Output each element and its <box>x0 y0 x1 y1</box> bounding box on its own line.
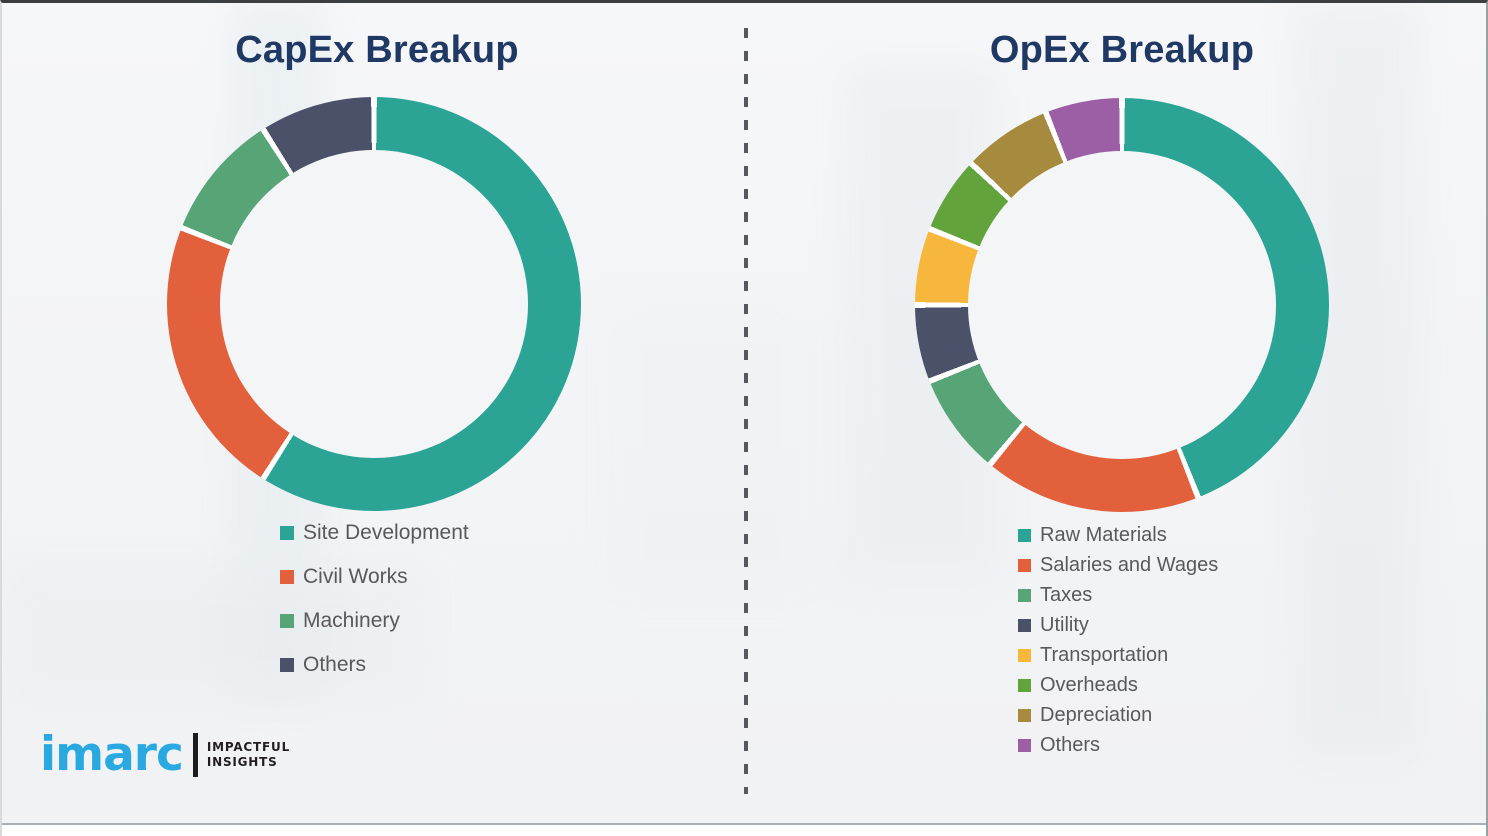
legend-item: Overheads <box>1018 670 1218 700</box>
capex-donut-chart <box>167 97 581 511</box>
legend-swatch <box>280 570 294 584</box>
legend-swatch <box>1018 648 1031 662</box>
legend-label: Depreciation <box>1040 703 1153 726</box>
bottom-margin-strip <box>2 825 1486 836</box>
vertical-dashed-divider <box>744 28 748 794</box>
legend-label: Site Development <box>303 521 469 544</box>
background-texture <box>602 303 822 603</box>
legend-label: Raw Materials <box>1040 523 1167 546</box>
legend-swatch <box>1018 678 1031 692</box>
logo-divider-bar <box>192 732 198 777</box>
legend-swatch <box>280 526 294 540</box>
legend-item: Utility <box>1018 610 1218 640</box>
legend-label: Transportation <box>1040 643 1169 666</box>
imarc-logo: imarc IMPACTFUL INSIGHTS <box>40 731 290 778</box>
legend-item: Raw Materials <box>1018 520 1218 550</box>
legend-item: Others <box>280 643 469 687</box>
tagline-line-1: IMPACTFUL <box>206 739 291 754</box>
legend-item: Others <box>1018 730 1218 760</box>
bottom-border-line <box>2 823 1486 825</box>
capex-chart-title: CapEx Breakup <box>235 29 519 71</box>
legend-swatch <box>1018 708 1031 722</box>
legend-label: Civil Works <box>303 565 408 588</box>
legend-item: Depreciation <box>1018 700 1218 730</box>
legend-swatch <box>1018 618 1031 632</box>
imarc-tagline: IMPACTFUL INSIGHTS <box>207 740 290 770</box>
legend-item: Site Development <box>280 511 469 555</box>
legend-swatch <box>1018 528 1031 542</box>
tagline-line-2: INSIGHTS <box>206 754 278 769</box>
legend-item: Salaries and Wages <box>1018 550 1218 580</box>
legend-label: Utility <box>1040 613 1089 636</box>
legend-swatch <box>1018 588 1031 602</box>
legend-item: Transportation <box>1018 640 1218 670</box>
legend-label: Others <box>1040 733 1101 756</box>
legend-label: Taxes <box>1040 583 1093 606</box>
legend-swatch <box>280 658 294 672</box>
legend-swatch <box>1018 558 1031 572</box>
legend-label: Others <box>303 653 367 676</box>
legend-label: Overheads <box>1040 673 1138 696</box>
legend-swatch <box>280 614 294 628</box>
legend-label: Machinery <box>303 609 400 632</box>
legend-item: Taxes <box>1018 580 1218 610</box>
legend-label: Salaries and Wages <box>1040 553 1219 576</box>
opex-donut-chart <box>915 98 1329 512</box>
legend-item: Civil Works <box>280 555 469 599</box>
capex-legend: Site Development Civil Works Machinery Othe… <box>280 511 469 687</box>
legend-swatch <box>1018 738 1031 752</box>
imarc-logo-text: imarc <box>40 727 184 782</box>
legend-item: Machinery <box>280 599 469 643</box>
opex-legend: Raw Materials Salaries and Wages Taxes Util… <box>1018 520 1218 760</box>
opex-chart-title: OpEx Breakup <box>989 29 1255 71</box>
